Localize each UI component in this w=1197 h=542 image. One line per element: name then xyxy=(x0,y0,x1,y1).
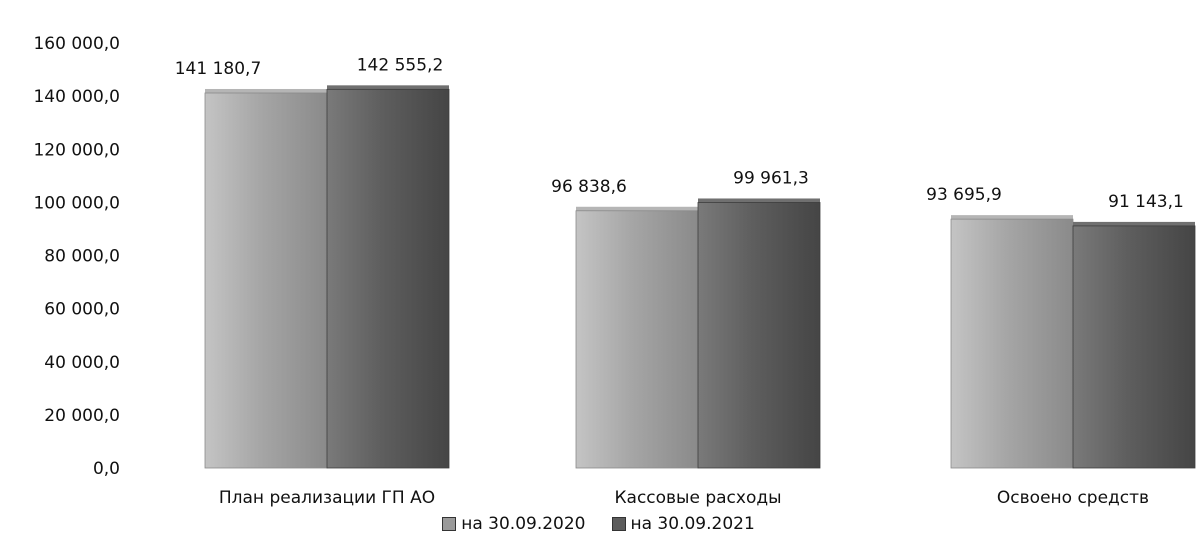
x-axis-category-labels: План реализации ГП АО Кассовые расходы Осв… xyxy=(219,488,1149,508)
legend-swatch-series-1 xyxy=(611,517,626,531)
data-label: 93 695,9 xyxy=(926,185,1002,205)
bar xyxy=(326,88,450,469)
y-tick-label: 80 000,0 xyxy=(44,247,120,267)
legend-label-series-1: на 30.09.2021 xyxy=(630,514,755,534)
y-tick-label: 40 000,0 xyxy=(44,353,120,373)
legend-swatch-series-0 xyxy=(442,517,457,531)
data-label: 96 838,6 xyxy=(551,177,627,197)
bar xyxy=(950,218,1074,469)
bar-top-cap xyxy=(698,198,820,204)
x-category-label: Освоено средств xyxy=(997,488,1149,508)
x-category-label: План реализации ГП АО xyxy=(219,488,435,508)
bar-top-cap xyxy=(1073,221,1195,227)
bars xyxy=(204,85,1196,469)
data-label: 141 180,7 xyxy=(175,59,262,79)
bar-top-cap xyxy=(327,85,449,91)
data-labels: 141 180,7 142 555,2 96 838,6 99 961,3 93 695… xyxy=(175,55,1184,212)
legend-item-series-0: на 30.09.2020 xyxy=(442,514,586,534)
y-tick-label: 120 000,0 xyxy=(33,140,120,160)
y-tick-label: 20 000,0 xyxy=(44,406,120,426)
y-tick-label: 100 000,0 xyxy=(33,193,120,213)
y-axis-tick-labels: 0,0 20 000,0 40 000,0 60 000,0 80 000,0 100 0… xyxy=(33,34,120,479)
legend-label-series-0: на 30.09.2020 xyxy=(461,514,586,534)
y-tick-label: 60 000,0 xyxy=(44,300,120,320)
x-category-label: Кассовые расходы xyxy=(614,488,781,508)
bar-top-cap xyxy=(205,88,327,94)
legend-item-series-1: на 30.09.2021 xyxy=(611,514,755,534)
data-label: 142 555,2 xyxy=(357,55,444,75)
data-label: 99 961,3 xyxy=(733,168,809,188)
bar xyxy=(204,92,328,469)
bar-top-cap xyxy=(576,206,698,212)
bar xyxy=(697,202,821,469)
y-tick-label: 140 000,0 xyxy=(33,87,120,107)
y-tick-label: 0,0 xyxy=(93,459,120,479)
bar xyxy=(575,210,699,469)
bar-top-cap xyxy=(951,215,1073,221)
bar xyxy=(1072,225,1196,469)
legend: на 30.09.2020 на 30.09.2021 xyxy=(0,514,1197,534)
data-label: 91 143,1 xyxy=(1108,192,1184,212)
y-tick-label: 160 000,0 xyxy=(33,34,120,54)
